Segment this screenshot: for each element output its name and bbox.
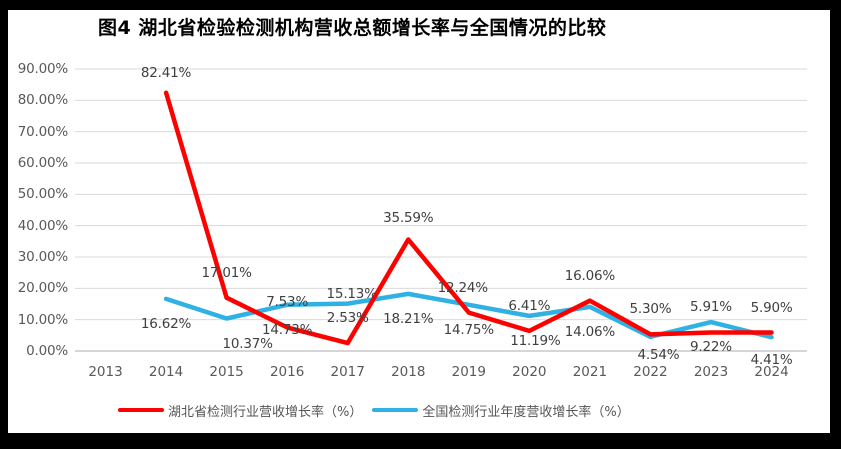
legend-line-swatch <box>372 408 419 412</box>
data-label: 82.41% <box>140 64 192 81</box>
x-tick-label: 2014 <box>148 364 184 380</box>
data-label: 16.06% <box>564 267 616 284</box>
x-tick-label: 2020 <box>512 364 547 380</box>
data-label: 35.59% <box>383 210 434 227</box>
x-tick-label: 2017 <box>330 364 365 380</box>
x-tick-label: 2019 <box>451 364 486 380</box>
data-label: 11.19% <box>510 332 561 349</box>
data-label: 15.13% <box>326 285 377 302</box>
y-tick-label: 90.00% <box>17 61 68 77</box>
y-tick-label: 20.00% <box>17 280 68 297</box>
data-label: 16.62% <box>140 315 192 332</box>
y-tick-label: 40.00% <box>17 217 68 234</box>
y-tick-label: 0.00% <box>26 343 68 359</box>
data-label: 17.01% <box>201 264 252 281</box>
data-label: 12.24% <box>437 279 488 296</box>
x-tick-label: 2018 <box>391 364 426 380</box>
y-tick-label: 70.00% <box>17 123 68 140</box>
data-label: 14.75% <box>443 321 494 338</box>
y-tick-label: 30.00% <box>17 249 68 265</box>
data-label: 18.21% <box>383 310 434 327</box>
data-label: 6.41% <box>508 297 551 314</box>
legend-label: 全国检测行业年度营收增长率（%） <box>422 404 630 420</box>
x-tick-label: 2015 <box>209 364 244 380</box>
data-label: 5.30% <box>629 301 672 318</box>
y-tick-label: 60.00% <box>17 155 68 171</box>
x-tick-label: 2021 <box>572 364 608 380</box>
data-label: 2.53% <box>326 310 369 327</box>
data-label: 14.06% <box>564 323 616 340</box>
x-tick-label: 2016 <box>269 364 305 380</box>
legend-item-1: 全国检测行业年度营收增长率（%） <box>372 401 630 420</box>
data-label: 7.53% <box>266 294 309 311</box>
x-tick-label: 2023 <box>693 364 729 380</box>
legend-line-swatch <box>118 408 164 412</box>
x-tick-label: 2013 <box>88 364 123 380</box>
data-label: 4.41% <box>750 352 793 369</box>
data-label: 14.73% <box>262 321 313 338</box>
data-label: 5.91% <box>690 299 732 316</box>
data-label: 4.54% <box>637 346 680 363</box>
chart-title: 图4 湖北省检验检测机构营收总额增长率与全国情况的比较 <box>98 17 607 39</box>
x-tick-label: 2024 <box>754 364 789 380</box>
y-tick-label: 10.00% <box>17 311 68 328</box>
y-tick-label: 50.00% <box>17 186 68 203</box>
y-tick-label: 80.00% <box>17 92 68 109</box>
chart-frame: 图4 湖北省检验检测机构营收总额增长率与全国情况的比较 0.00% 10.00% 2… <box>8 10 830 433</box>
legend-label: 湖北省检测行业营收增长率（%） <box>168 404 363 420</box>
data-label: 5.90% <box>750 299 793 316</box>
plot-area <box>75 68 807 352</box>
data-label: 10.37% <box>222 335 273 352</box>
x-tick-label: 2022 <box>633 364 668 380</box>
data-label: 9.22% <box>690 339 732 356</box>
series-line-0 <box>163 90 774 346</box>
legend-item-0: 湖北省检测行业营收增长率（%） <box>118 401 362 420</box>
chart-legend: 湖北省检测行业营收增长率（%） 全国检测行业年度营收增长率（%） <box>118 401 640 420</box>
